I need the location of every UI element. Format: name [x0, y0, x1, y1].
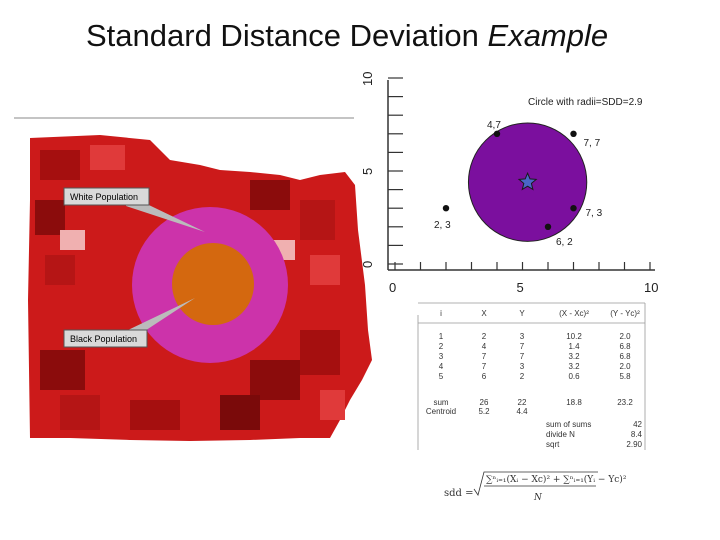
x-tick-label: 0	[389, 280, 396, 295]
table-cell: 6.8	[619, 342, 631, 351]
y-tick-label: 10	[360, 72, 375, 86]
table-cell: 5.8	[619, 372, 631, 381]
table-cell: 3.2	[568, 352, 580, 361]
white-population-callout: White Population	[63, 187, 205, 232]
summary-label: sqrt	[546, 440, 560, 449]
chart-title: Circle with radii=SDD=2.9	[528, 97, 643, 108]
data-point-label: 6, 2	[556, 237, 573, 248]
table-cell: 10.2	[566, 332, 582, 341]
chart-tick-labels: 0 5 10 0 5 10	[360, 72, 658, 295]
data-point	[570, 205, 577, 212]
table-sum-cell: sum	[433, 398, 448, 407]
table-cell: 3.2	[568, 362, 580, 371]
chart-marks: 2, 3 4,7 7, 7 7, 3 6, 2	[434, 120, 603, 248]
table-cell: 6	[482, 372, 487, 381]
data-point	[442, 205, 450, 212]
table-cells: i X Y (X - Xc)² (Y - Yc)²1 2 3 10.2 2.02 4 7 1.4 6.8…	[426, 309, 643, 449]
table-header-cell: (Y - Yc)²	[610, 309, 640, 318]
table-cell: 3	[439, 352, 444, 361]
data-point-label: 2, 3	[434, 220, 451, 231]
summary-value: 2.90	[626, 440, 642, 449]
formula-lhs: sdd =	[444, 488, 474, 499]
data-point	[570, 130, 577, 137]
table-sum-cell: 23.2	[617, 398, 633, 407]
table-cell: 1	[439, 332, 444, 341]
table-cell: 7	[520, 352, 525, 361]
table-cell: 4	[439, 362, 444, 371]
table-cell: 4	[482, 342, 487, 351]
table-centroid-cell: Centroid	[426, 407, 456, 416]
summary-label: sum of sums	[546, 420, 591, 429]
summary-value: 42	[633, 420, 642, 429]
table-cell: 2.0	[619, 332, 631, 341]
x-tick-label: 10	[644, 280, 658, 295]
table-cell: 3	[520, 362, 525, 371]
table-cell: 5	[439, 372, 444, 381]
table-cell: 7	[520, 342, 525, 351]
formula-sqrt	[473, 471, 598, 496]
data-point	[544, 223, 552, 230]
table-cell: 7	[482, 362, 487, 371]
table-sum-cell: 26	[480, 398, 489, 407]
data-point-label: 7, 3	[586, 208, 603, 219]
table-cell: 2.0	[619, 362, 631, 371]
formula-denominator: N	[533, 493, 543, 503]
summary-value: 8.4	[631, 430, 643, 439]
data-point-label: 7, 7	[584, 138, 601, 149]
y-tick-label: 0	[360, 261, 375, 268]
y-tick-label: 5	[360, 168, 375, 175]
table-sum-cell: 22	[518, 398, 527, 407]
sdd-table: i X Y (X - Xc)² (Y - Yc)²1 2 3 10.2 2.02 4 7 1.4 6.8…	[417, 302, 646, 450]
table-cell: 2	[482, 332, 487, 341]
white-population-label: White Population	[70, 192, 138, 202]
table-header-cell: Y	[519, 309, 525, 318]
table-cell: 7	[482, 352, 487, 361]
black-population-label: Black Population	[70, 334, 137, 344]
formula-numerator: ∑ⁿᵢ₌₁(Xᵢ − Xc)² + ∑ⁿᵢ₌₁(Yᵢ − Yc)²	[486, 474, 627, 485]
table-cell: 6.8	[619, 352, 631, 361]
table-sum-cell: 18.8	[566, 398, 582, 407]
title-italic: Example	[487, 18, 609, 53]
black-population-callout: Black Population	[63, 298, 195, 348]
table-header-cell: (X - Xc)²	[559, 309, 589, 318]
table-centroid-cell: 4.4	[516, 407, 528, 416]
chart-ticks	[388, 77, 651, 270]
sdd-scatter-chart: Circle with radii=SDD=2.9 0 5 10 0 5 10 2, 3 4…	[360, 72, 658, 295]
sdd-formula: sdd = ∑ⁿᵢ₌₁(Xᵢ − Xc)² + ∑ⁿᵢ₌₁(Yᵢ − Yc)² …	[444, 471, 627, 503]
population-map: White Population Black Population	[14, 117, 372, 441]
table-cell: 3	[520, 332, 525, 341]
x-tick-label: 5	[517, 280, 524, 295]
summary-label: divide N	[546, 430, 575, 439]
table-cell: 1.4	[568, 342, 580, 351]
table-cell: 2	[520, 372, 525, 381]
table-header-cell: X	[481, 309, 487, 318]
data-point	[493, 130, 501, 137]
table-header-cell: i	[440, 309, 442, 318]
page-title: Standard Distance Deviation Example	[86, 18, 608, 54]
data-point-label: 4,7	[487, 120, 501, 131]
table-cell: 2	[439, 342, 444, 351]
title-main: Standard Distance Deviation	[86, 18, 479, 53]
black-population-circle	[172, 243, 254, 325]
table-centroid-cell: 5.2	[478, 407, 490, 416]
map-tracts	[35, 145, 345, 430]
centroid-star	[517, 171, 538, 191]
table-cell: 0.6	[568, 372, 580, 381]
